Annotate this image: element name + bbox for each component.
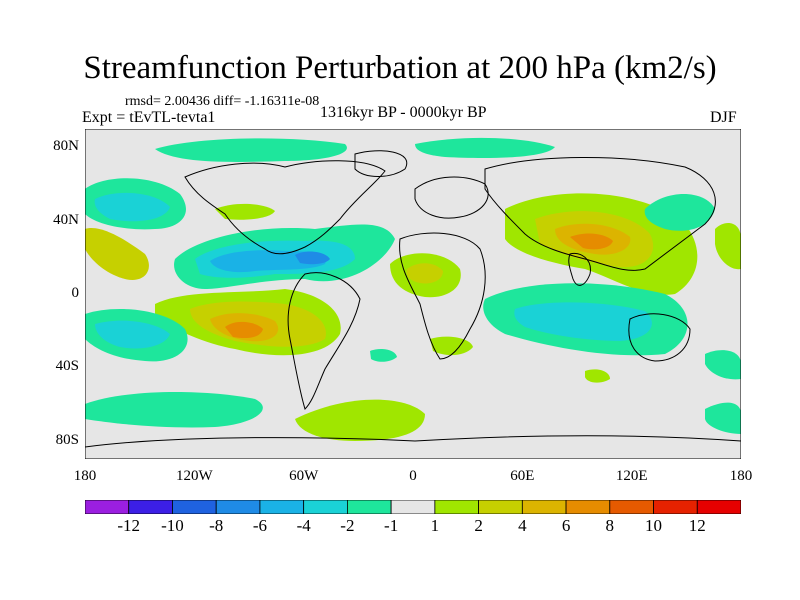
colorbar-swatch: [609, 500, 654, 514]
colorbar-label: 8: [605, 516, 615, 535]
contour-region: [514, 302, 652, 341]
colorbar-label: 2: [474, 516, 483, 535]
colorbar-swatch: [128, 500, 173, 514]
contour-region: [94, 192, 170, 222]
colorbar-label: 10: [645, 516, 663, 535]
colorbar-label: -2: [340, 516, 355, 535]
colorbar-swatch: [390, 500, 436, 514]
lon-tick-label: 0: [409, 468, 417, 484]
contour-region: [715, 223, 741, 270]
colorbar-label: 6: [561, 516, 571, 535]
contour-region: [570, 233, 613, 250]
colorbar-label: -12: [117, 516, 141, 535]
contour-region: [430, 336, 473, 356]
coastline-australia: [628, 313, 691, 362]
coastlines: [85, 150, 741, 448]
contour-region: [295, 399, 425, 441]
colorbar-swatch: [565, 500, 611, 514]
map-title: Streamfunction Perturbation at 200 hPa (…: [83, 50, 717, 86]
colorbar-swatch: [696, 500, 741, 514]
colorbar-swatch: [346, 500, 392, 514]
lat-tick-label: 0: [71, 285, 80, 301]
contour-region: [370, 349, 397, 362]
colorbar: [85, 500, 741, 514]
contour-region: [85, 392, 263, 428]
lat-tick-label: 40N: [53, 211, 79, 228]
colorbar-swatch: [478, 500, 523, 514]
colorbar-swatch: [172, 500, 217, 514]
experiment-label: Expt = tEvTL-tevta1: [82, 109, 216, 126]
contour-region: [95, 320, 170, 349]
coastline-india: [568, 252, 591, 286]
coastline-europe: [414, 176, 489, 219]
coastline-north-america: [184, 160, 386, 255]
contour-region: [295, 251, 330, 265]
colorbar-swatch: [521, 500, 567, 514]
contour-region: [644, 194, 715, 231]
contour-region: [705, 402, 741, 434]
colorbar-swatch: [434, 500, 480, 514]
colorbar-swatch: [259, 500, 305, 514]
colorbar-label: 4: [518, 516, 527, 535]
season-label: DJF: [710, 109, 737, 126]
colorbar-label: -10: [161, 516, 184, 535]
lon-tick-label: 180: [729, 468, 753, 484]
colorbar-swatch: [653, 500, 698, 514]
coastline-south-america: [287, 272, 361, 410]
contour-region: [85, 228, 149, 280]
contour-region: [705, 350, 741, 380]
coastline-greenland: [354, 150, 408, 177]
colorbar-label: 12: [688, 516, 706, 535]
colorbar-swatch: [85, 500, 130, 514]
lon-tick-label: 60W: [289, 468, 319, 484]
lon-tick-label: 60E: [510, 468, 535, 484]
contour-region: [225, 321, 263, 339]
lon-tick-label: 120W: [175, 468, 213, 484]
contour-region: [406, 263, 443, 284]
coastline-antarctica: [85, 435, 741, 448]
lon-tick-label: 120E: [615, 468, 648, 484]
colorbar-label: -6: [252, 516, 267, 535]
contour-region: [585, 369, 610, 383]
coastline-africa: [399, 232, 486, 360]
period-label: 1316kyr BP - 0000kyr BP: [320, 104, 487, 121]
coastline-asia: [484, 156, 716, 271]
lat-tick-label: 80S: [55, 431, 79, 448]
contour-region: [155, 138, 347, 162]
contour-region: [415, 137, 555, 158]
colorbar-swatch: [303, 500, 348, 514]
colorbar-label: 1: [430, 516, 440, 535]
colorbar-label: -1: [384, 516, 399, 535]
lat-tick-label: 40S: [55, 358, 79, 375]
map-plot: [85, 129, 741, 459]
stats-line: rmsd= 2.00436 diff= -1.16311e-08: [125, 94, 320, 109]
contour-fills: [85, 137, 741, 441]
lat-tick-label: 80N: [53, 138, 79, 155]
colorbar-label: -8: [209, 516, 224, 535]
contour-region: [215, 203, 275, 220]
lon-tick-label: 180: [73, 468, 97, 484]
colorbar-label: -4: [296, 516, 311, 535]
colorbar-swatch: [215, 500, 261, 514]
